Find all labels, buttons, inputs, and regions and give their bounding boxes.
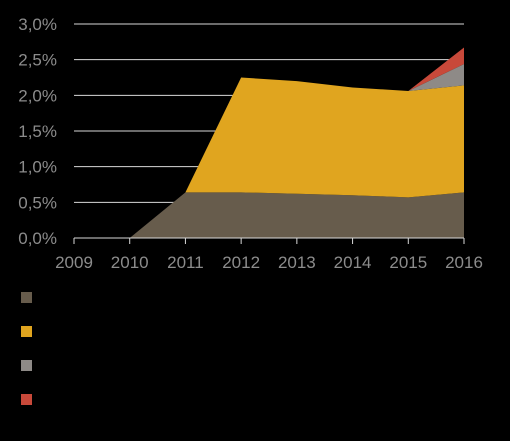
y-tick-label: 0,0% — [18, 229, 57, 248]
x-tick-label: 2016 — [445, 253, 483, 272]
legend — [21, 280, 32, 416]
y-tick-label: 2,0% — [18, 86, 57, 105]
area-series-2 — [74, 77, 464, 238]
x-tick-label: 2009 — [55, 253, 93, 272]
x-tick-label: 2015 — [389, 253, 427, 272]
y-tick-label: 0,5% — [18, 193, 57, 212]
stacked-areas — [74, 47, 464, 239]
x-tick-label: 2013 — [278, 253, 316, 272]
x-axis-ticks: 2009 2010 2011 2012 2013 2014 2015 2016 — [55, 238, 483, 272]
y-tick-label: 3,0% — [18, 15, 57, 34]
legend-item — [21, 280, 32, 314]
legend-swatch — [21, 393, 32, 405]
x-tick-label: 2010 — [111, 253, 149, 272]
y-tick-label: 1,5% — [18, 122, 57, 141]
area-series-1 — [74, 192, 464, 238]
legend-item — [21, 314, 32, 348]
y-tick-label: 1,0% — [18, 158, 57, 177]
legend-swatch — [21, 359, 32, 371]
legend-item — [21, 348, 32, 382]
x-tick-label: 2012 — [222, 253, 260, 272]
y-axis-ticks: 0,0% 0,5% 1,0% 1,5% 2,0% 2,5% 3,0% — [18, 15, 57, 248]
legend-swatch — [21, 291, 32, 303]
legend-swatch — [21, 325, 32, 337]
y-tick-label: 2,5% — [18, 51, 57, 70]
legend-item — [21, 382, 32, 416]
x-tick-label: 2014 — [334, 253, 372, 272]
x-tick-label: 2011 — [167, 253, 204, 272]
